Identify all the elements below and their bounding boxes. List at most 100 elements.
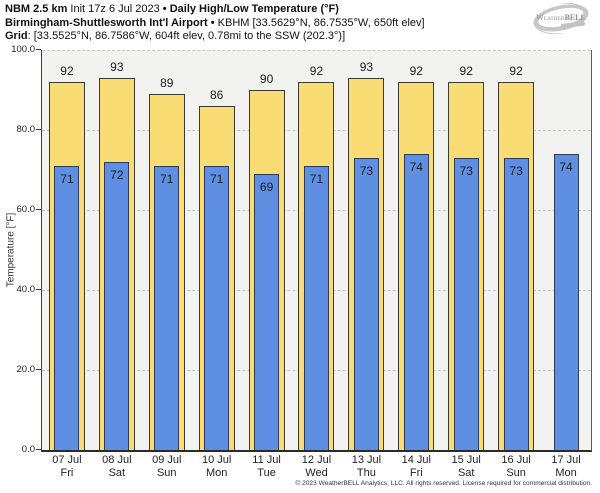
chart-header: NBM 2.5 km Init 17z 6 Jul 2023 • Daily H… <box>5 3 425 44</box>
bar-low <box>303 166 329 450</box>
high-value-label: 92 <box>60 64 74 78</box>
bar-low <box>503 158 529 450</box>
high-value-label: 86 <box>209 88 224 102</box>
low-value-label: 71 <box>60 172 74 186</box>
x-tick-day: Mon <box>555 466 577 479</box>
low-value-label: 72 <box>110 168 124 182</box>
y-tick-label: 0.0 <box>21 444 35 455</box>
x-tick-day: Fri <box>60 466 74 479</box>
x-tick-date: 11 Jul <box>252 454 281 466</box>
logo-wordmark: WEATHERBELL <box>536 13 586 22</box>
y-tick-label: 100.0 <box>11 44 35 55</box>
bar-slot: 74 <box>541 50 591 450</box>
bar-low <box>204 166 230 450</box>
high-value-label: 92 <box>509 64 523 78</box>
high-value-label: 92 <box>309 64 324 78</box>
high-value-label: 92 <box>459 64 473 78</box>
bar-slot: 92 73 <box>441 50 491 450</box>
x-tick-label: 07 Jul Fri <box>42 454 92 479</box>
y-axis-ticks <box>36 49 41 450</box>
logo-swirl-bottom <box>533 26 565 35</box>
grid-label: Grid <box>5 30 28 42</box>
y-tick-label: 80.0 <box>16 124 36 135</box>
x-tick-label: 10 Jul Mon <box>192 454 242 479</box>
bar-slot: 89 71 <box>142 50 192 450</box>
bars-row: 92 71 93 72 89 71 86 71 90 69 92 71 93 73 92 74 92 73 92 73… <box>42 50 591 450</box>
logo-inner-ellipse <box>538 7 584 28</box>
bar-low <box>104 162 130 450</box>
model-name: NBM 2.5 km <box>5 3 68 15</box>
y-axis-labels: 0.0 20.0 40.0 60.0 80.0 100.0 <box>0 45 36 455</box>
x-tick-label: 17 Jul Mon <box>541 454 591 479</box>
x-tick-label: 11 Jul Tue <box>242 454 292 479</box>
high-value-label: 93 <box>110 60 124 74</box>
x-tick-label: 15 Jul Sat <box>441 454 491 479</box>
copyright-notice: © 2023 WeatherBELL Analytics, LLC. All r… <box>295 480 592 487</box>
grid-details: : [33.5525°N, 86.7586°W, 604ft elev, 0.7… <box>27 30 346 42</box>
x-tick-day: Sun <box>156 466 177 479</box>
weatherbell-logo-icon: WEATHERBELL <box>533 2 589 35</box>
x-tick-date: 16 Jul <box>501 454 531 466</box>
x-tick-date: 14 Jul <box>401 454 431 466</box>
x-tick-label: 14 Jul Fri <box>391 454 441 479</box>
bar-slot: 92 74 <box>391 50 441 450</box>
x-tick-date: 10 Jul <box>201 454 232 466</box>
y-tick-label: 20.0 <box>16 364 36 375</box>
gridline <box>42 50 591 51</box>
title-line-2: Birmingham-Shuttlesworth Int'l Airport •… <box>5 17 425 31</box>
low-value-label: 74 <box>559 160 573 174</box>
x-tick-day: Wed <box>305 466 328 479</box>
x-axis-labels: 07 Jul Fri 08 Jul Sat 09 Jul Sun 10 Jul Mon 11 J… <box>42 454 591 479</box>
low-value-label: 74 <box>409 160 423 174</box>
x-tick-date: 13 Jul <box>351 454 382 466</box>
low-value-label: 71 <box>209 172 224 186</box>
title-line-1: NBM 2.5 km Init 17z 6 Jul 2023 • Daily H… <box>5 3 425 17</box>
bar-slot: 92 71 <box>292 50 342 450</box>
y-tick-label: 60.0 <box>16 204 36 215</box>
x-tick-label: 08 Jul Sat <box>92 454 142 479</box>
low-value-label: 73 <box>359 164 374 178</box>
bar-low <box>353 158 379 450</box>
station-details: KBHM [33.5629°N, 86.7535°W, 650ft elev] <box>217 16 425 29</box>
title-line-3: Grid: [33.5525°N, 86.7586°W, 604ft elev,… <box>5 30 425 44</box>
bar-slot: 92 71 <box>42 50 92 450</box>
bar-slot: 86 71 <box>192 50 242 450</box>
x-tick-label: 09 Jul Sun <box>142 454 192 479</box>
high-value-label: 93 <box>359 60 374 74</box>
title-separator-icon: • <box>162 3 167 15</box>
bar-low <box>254 174 280 450</box>
low-value-label: 73 <box>459 164 473 178</box>
x-tick-date: 07 Jul <box>52 454 82 466</box>
low-value-label: 69 <box>259 180 274 194</box>
x-tick-date: 15 Jul <box>451 454 481 466</box>
bar-low <box>154 166 180 450</box>
x-tick-date: 12 Jul <box>301 454 332 466</box>
x-tick-day: Sat <box>108 466 126 479</box>
logo-tagline-bar <box>560 21 585 29</box>
high-value-label: 89 <box>160 76 174 90</box>
x-tick-label: 13 Jul Thu <box>341 454 391 479</box>
x-tick-day: Thu <box>356 466 376 479</box>
bar-low <box>403 154 429 450</box>
bar-slot: 93 73 <box>341 50 391 450</box>
y-tick-mark <box>36 129 41 130</box>
x-tick-day: Sun <box>506 466 526 479</box>
x-tick-label: 12 Jul Wed <box>292 454 342 479</box>
x-tick-day: Fri <box>409 466 423 479</box>
bar-low <box>54 166 80 450</box>
bar-slot: 92 73 <box>491 50 541 450</box>
product-name: Daily High/Low Temperature (°F) <box>169 3 339 15</box>
plot-area: 92 71 93 72 89 71 86 71 90 69 92 71 93 73 92 74 92 73 92 73… <box>41 50 592 452</box>
station-separator-icon: • <box>210 16 215 29</box>
x-tick-day: Mon <box>205 466 228 479</box>
low-value-label: 71 <box>309 172 324 186</box>
high-value-label: 92 <box>409 64 423 78</box>
x-tick-day: Sat <box>457 466 475 479</box>
y-tick-label: 40.0 <box>16 284 36 295</box>
y-tick-mark <box>36 49 41 50</box>
init-time: Init 17z 6 Jul 2023 <box>70 3 160 15</box>
bar-slot: 90 69 <box>242 50 292 450</box>
low-value-label: 73 <box>509 164 523 178</box>
x-tick-date: 08 Jul <box>102 454 132 466</box>
